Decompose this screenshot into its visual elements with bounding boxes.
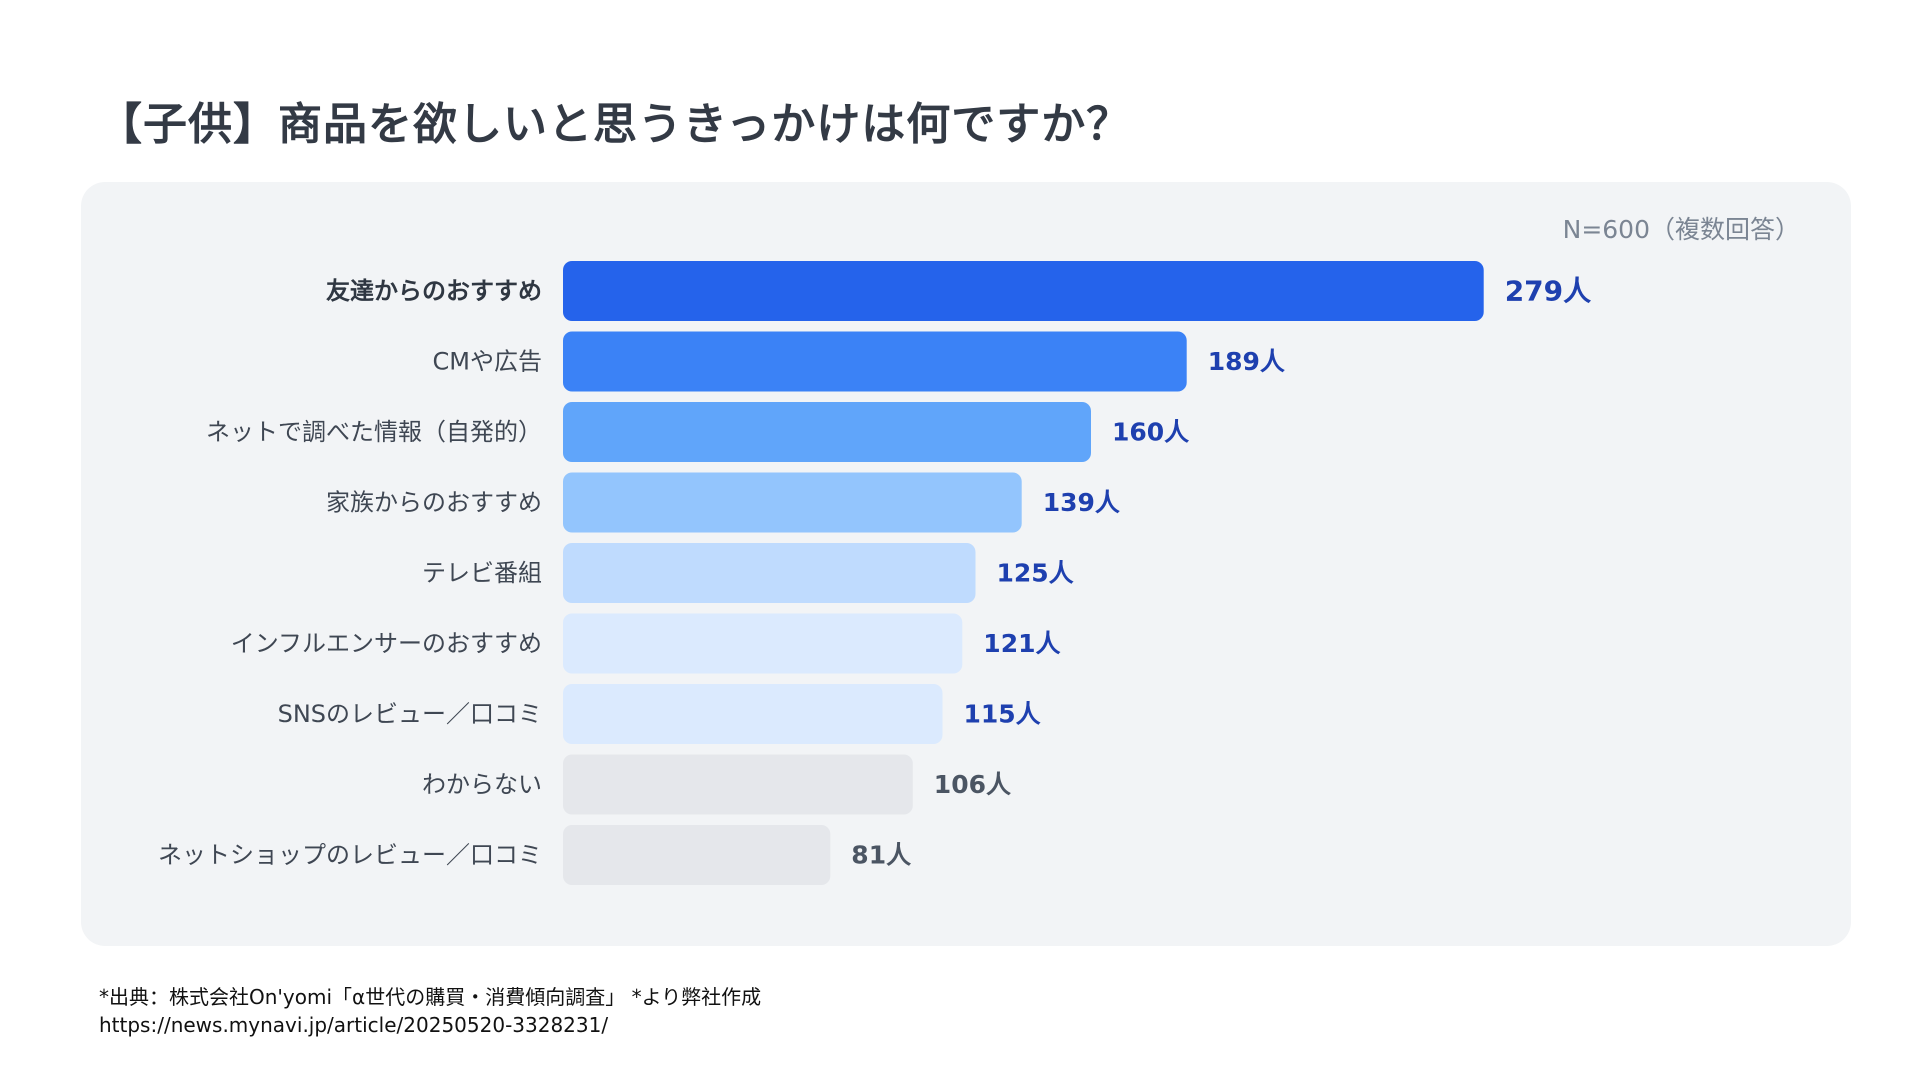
bar <box>563 331 1187 392</box>
source-citation: *出典：株式会社On'yomi「α世代の購買・消費傾向調査」 *より弊社作成 h… <box>99 983 761 1039</box>
category-label: CMや広告 <box>433 348 542 376</box>
bar <box>563 754 913 815</box>
category-label: ネットで調べた情報（自発的） <box>206 418 542 446</box>
category-label: テレビ番組 <box>422 559 542 587</box>
category-label: 家族からのおすすめ <box>326 489 542 517</box>
bar <box>563 402 1091 462</box>
bar <box>563 825 831 885</box>
source-url: https://news.mynavi.jp/article/20250520-… <box>99 1013 609 1037</box>
category-label: SNSのレビュー／口コミ <box>278 700 542 728</box>
source-line: *出典：株式会社On'yomi「α世代の購買・消費傾向調査」 *より弊社作成 <box>99 985 762 1009</box>
value-label: 115人 <box>964 700 1041 729</box>
value-label: 121人 <box>983 629 1060 658</box>
value-label: 81人 <box>851 841 911 870</box>
value-label: 279人 <box>1505 275 1591 308</box>
category-label: インフルエンサーのおすすめ <box>231 630 542 658</box>
value-label: 139人 <box>1043 488 1120 517</box>
chart-panel: N=600（複数回答） 友達からのおすすめ 279人 CMや広告 189人ネットで調べ… <box>81 182 1851 946</box>
value-label: 160人 <box>1112 418 1189 447</box>
bar <box>563 261 1484 321</box>
value-label: 125人 <box>997 559 1074 588</box>
chart-title: 【子供】商品を欲しいと思うきっかけは何ですか？ <box>98 99 1132 150</box>
value-label: 189人 <box>1208 347 1285 376</box>
sample-size-note: N=600（複数回答） <box>1562 215 1800 244</box>
category-label: わからない <box>422 771 542 799</box>
category-label: ネットショップのレビュー／口コミ <box>158 841 542 869</box>
bar <box>563 613 963 674</box>
category-label: 友達からのおすすめ <box>326 277 542 305</box>
bar <box>563 472 1022 533</box>
bar <box>563 543 976 603</box>
value-label: 106人 <box>934 770 1011 799</box>
bar <box>563 684 943 744</box>
